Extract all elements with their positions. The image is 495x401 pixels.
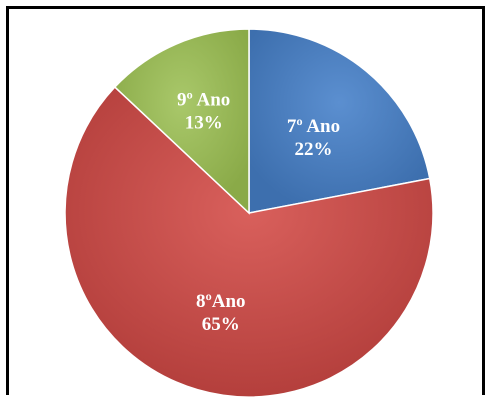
slice-label-2: 8ºAno: [196, 291, 246, 312]
pie-slice-1: [248, 28, 431, 214]
pie-slice-2: [64, 85, 434, 398]
slice-value-2: 65%: [202, 314, 240, 335]
slice-label-3: 9º Ano: [177, 89, 230, 110]
slice-label-1: 7º Ano: [287, 116, 340, 137]
slice-value-3: 13%: [185, 112, 223, 133]
slice-value-1: 22%: [295, 139, 333, 160]
pie-slice-3: [113, 28, 250, 215]
